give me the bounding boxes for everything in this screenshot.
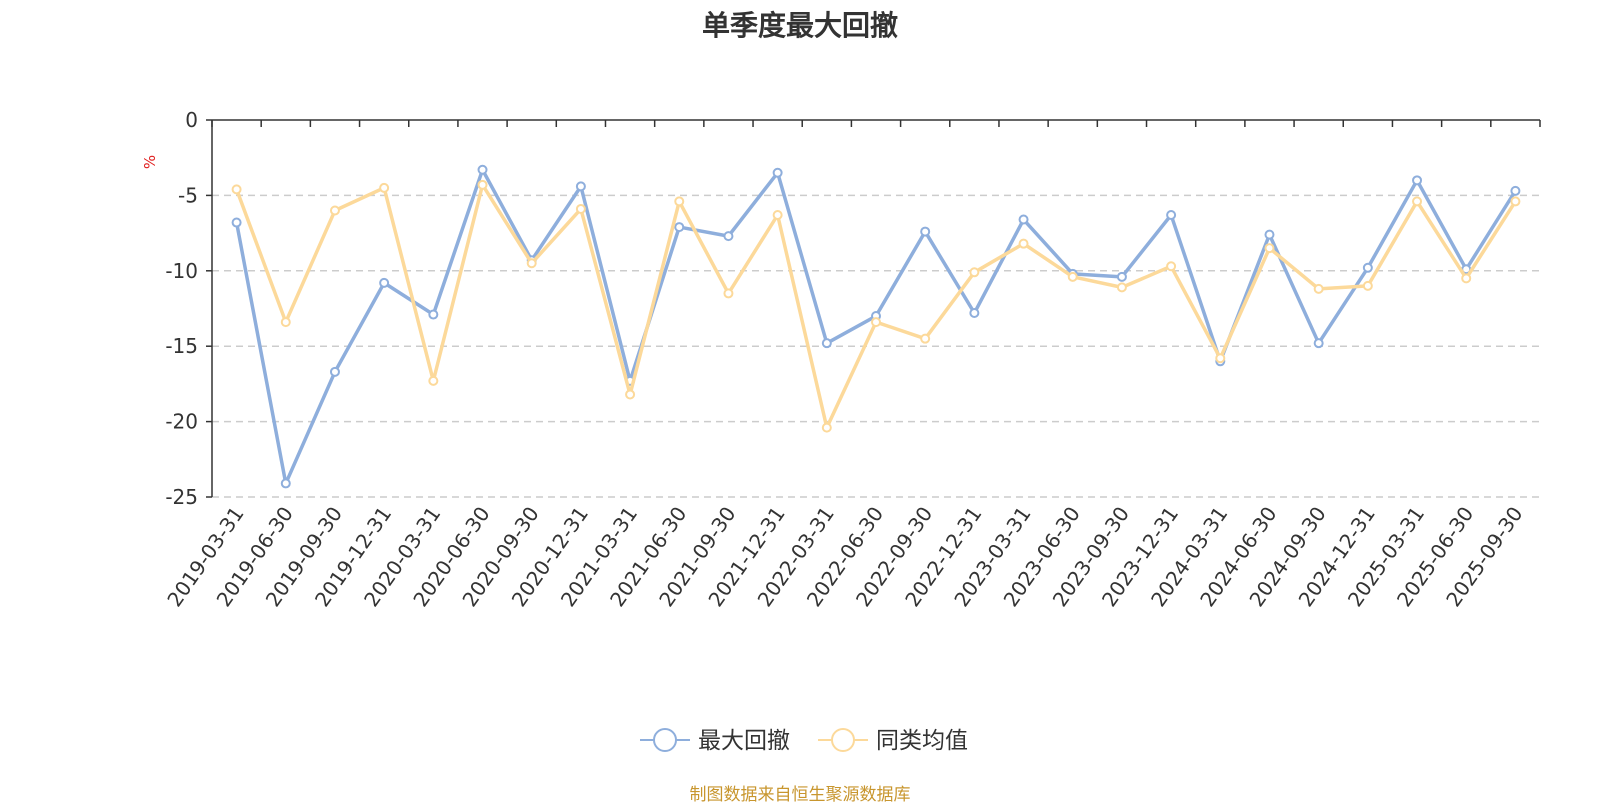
data-point[interactable]	[625, 389, 636, 400]
data-point[interactable]	[280, 478, 291, 489]
data-point[interactable]	[1215, 353, 1226, 364]
y-axis-unit-label: %	[141, 155, 159, 169]
y-tick-label: -25	[165, 485, 198, 509]
axes	[211, 119, 1540, 497]
grid-lines	[212, 194, 1540, 498]
data-point[interactable]	[428, 309, 439, 320]
data-point[interactable]	[1116, 282, 1127, 293]
series-2	[231, 179, 1521, 433]
y-tick-label: -15	[165, 334, 198, 358]
legend-item[interactable]: 最大回撤	[640, 728, 790, 754]
data-point[interactable]	[329, 205, 340, 216]
legend-label: 同类均值	[876, 728, 968, 754]
data-point[interactable]	[674, 196, 685, 207]
data-point[interactable]	[526, 258, 537, 269]
data-point[interactable]	[1067, 271, 1078, 282]
y-tick-label: -20	[165, 410, 198, 434]
data-point[interactable]	[575, 181, 586, 192]
legend-marker-icon	[653, 728, 677, 752]
data-point[interactable]	[231, 217, 242, 228]
data-point[interactable]	[871, 317, 881, 328]
series-group	[231, 164, 1521, 489]
series-line	[234, 183, 1517, 430]
data-point[interactable]	[1018, 214, 1029, 225]
data-point[interactable]	[379, 182, 390, 193]
legend-marker-icon	[831, 728, 855, 752]
data-point[interactable]	[1116, 271, 1127, 282]
data-point[interactable]	[477, 164, 488, 175]
data-point[interactable]	[969, 308, 980, 319]
chart-title: 单季度最大回撤	[701, 9, 898, 42]
data-point[interactable]	[1018, 238, 1029, 249]
data-point[interactable]	[1313, 283, 1324, 294]
data-point[interactable]	[1166, 210, 1177, 221]
y-tick-label: -10	[165, 259, 198, 283]
legend-item[interactable]: 同类均值	[818, 728, 968, 754]
data-point[interactable]	[1166, 261, 1177, 272]
data-point[interactable]	[1510, 185, 1521, 196]
data-point[interactable]	[920, 333, 931, 344]
data-point[interactable]	[723, 231, 734, 242]
data-point[interactable]	[920, 226, 931, 237]
data-point[interactable]	[772, 210, 783, 221]
data-point[interactable]	[1264, 243, 1275, 254]
data-point[interactable]	[1362, 262, 1373, 273]
data-point[interactable]	[1510, 196, 1521, 207]
data-point[interactable]	[723, 288, 734, 299]
data-point[interactable]	[1313, 338, 1324, 349]
legend[interactable]: 最大回撤 同类均值	[640, 728, 968, 754]
y-tick-label: -5	[178, 183, 198, 207]
data-point[interactable]	[477, 179, 488, 190]
data-point[interactable]	[1264, 229, 1275, 240]
data-point[interactable]	[772, 167, 783, 178]
data-point[interactable]	[1362, 280, 1373, 291]
data-point[interactable]	[1461, 273, 1472, 284]
data-point[interactable]	[280, 317, 291, 328]
data-point[interactable]	[231, 184, 242, 195]
series-1	[231, 164, 1521, 489]
data-point[interactable]	[329, 366, 340, 377]
data-point[interactable]	[1412, 196, 1423, 207]
data-point[interactable]	[428, 375, 439, 386]
data-point[interactable]	[969, 267, 980, 278]
data-point[interactable]	[674, 222, 685, 233]
legend-label: 最大回撤	[698, 728, 790, 754]
data-point[interactable]	[1412, 175, 1423, 186]
y-tick-label: 0	[185, 108, 198, 132]
y-tick-labels: 0 -5 -10 -15 -20 -25	[165, 108, 212, 509]
data-point[interactable]	[379, 277, 390, 288]
data-point[interactable]	[821, 338, 832, 349]
data-point[interactable]	[821, 422, 832, 433]
data-point[interactable]	[575, 203, 586, 214]
data-source-footer: 制图数据来自恒生聚源数据库	[689, 785, 911, 805]
